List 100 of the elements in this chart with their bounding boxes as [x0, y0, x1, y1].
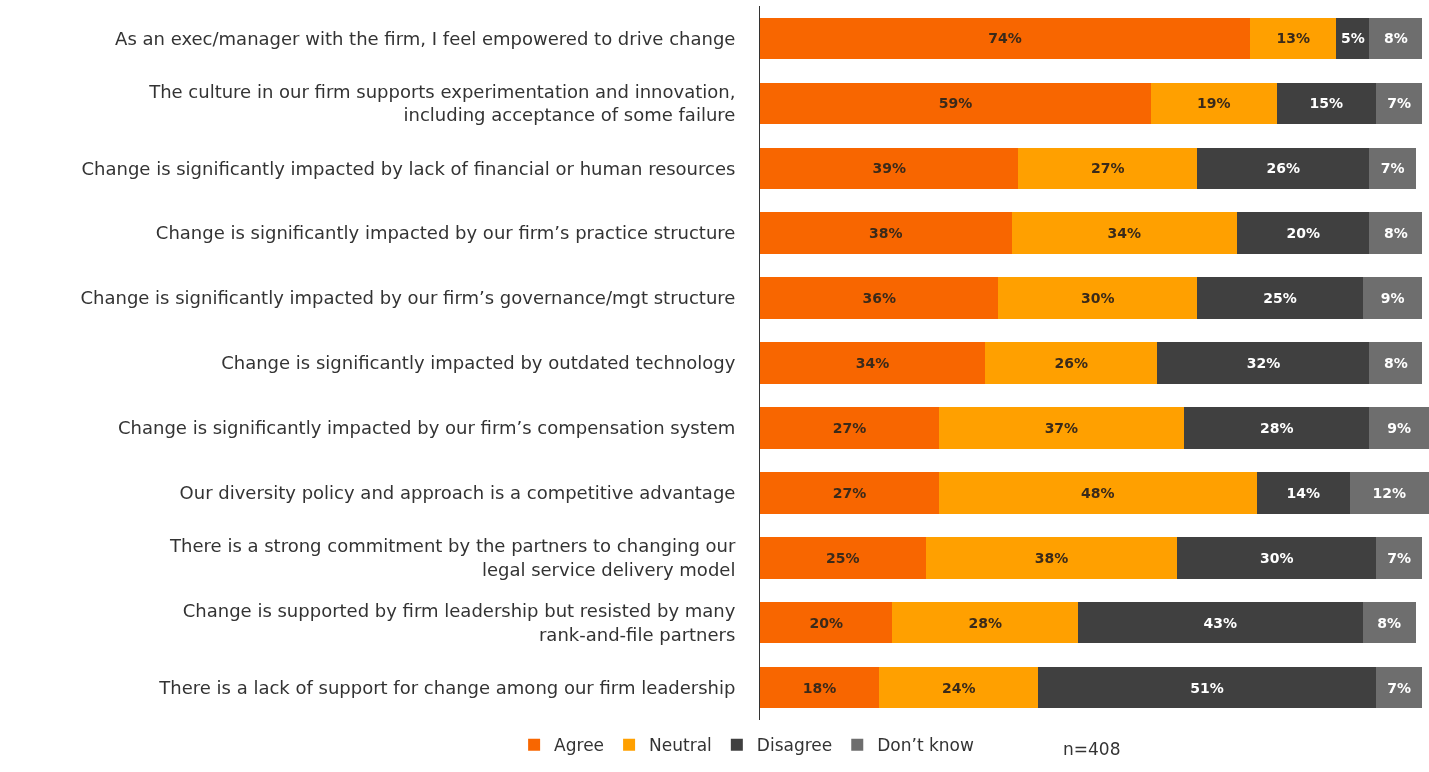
bar — [1369, 407, 1429, 449]
bar — [938, 472, 1257, 514]
bar — [760, 277, 999, 319]
data-label: 25% — [826, 549, 860, 566]
bar — [1376, 536, 1423, 579]
data-label: 18% — [802, 679, 837, 696]
data-label: 28% — [1259, 419, 1294, 436]
data-label: 5% — [1340, 30, 1365, 47]
data-label: 26% — [1266, 160, 1301, 177]
bar — [1369, 17, 1423, 60]
y-tick-label: There is a lack of support for change among our firm leadership — [158, 676, 736, 698]
bar — [760, 82, 1151, 125]
bar — [760, 17, 1251, 60]
data-label: 32% — [1246, 355, 1281, 371]
bar — [998, 277, 1198, 319]
legend-label: Neutral — [649, 735, 712, 756]
bar — [1376, 82, 1423, 125]
data-label: 8% — [1377, 614, 1402, 631]
data-label: 59% — [938, 95, 973, 112]
bar — [1369, 212, 1423, 254]
bar — [1197, 147, 1370, 190]
data-label: 14% — [1286, 484, 1320, 501]
bar — [1011, 212, 1237, 254]
bar — [1362, 601, 1416, 644]
y-tick-label: Change is significantly impacted by our firm’s compensation system — [118, 417, 736, 439]
y-tick-label: Change is significantly impacted by outdated technology — [221, 352, 736, 374]
data-label: 9% — [1387, 419, 1412, 436]
data-label: 38% — [1034, 549, 1069, 566]
bar — [760, 666, 880, 709]
data-label: 12% — [1372, 484, 1407, 501]
bar — [938, 407, 1184, 449]
data-label: 9% — [1380, 290, 1405, 307]
bar — [1177, 536, 1377, 579]
bar — [1256, 472, 1350, 514]
data-label: 20% — [809, 614, 843, 631]
data-label: 43% — [1203, 614, 1238, 631]
y-tick-label: As an exec/manager with the firm, I feel empowered to drive change — [115, 27, 736, 49]
bar — [1250, 17, 1337, 60]
bar — [1018, 147, 1198, 190]
annotation: n=408 — [1063, 739, 1121, 759]
data-label: 51% — [1190, 679, 1224, 696]
bar — [1077, 601, 1363, 644]
bar — [1369, 147, 1416, 190]
y-tick-label: There is a strong commitment by the partners to changing our legal service delivery model — [169, 535, 736, 580]
data-label: 24% — [941, 679, 976, 696]
data-label: 27% — [832, 484, 867, 501]
data-label: 25% — [1263, 290, 1297, 307]
data-label: 30% — [1259, 549, 1294, 566]
bar — [1150, 82, 1277, 125]
bar — [1038, 666, 1377, 709]
data-label: 30% — [1081, 290, 1115, 307]
y-tick-label: Change is significantly impacted by our firm’s governance/mgt structure — [80, 287, 736, 309]
data-label: 48% — [1081, 484, 1115, 501]
data-label: 15% — [1309, 95, 1344, 112]
data-label: 27% — [832, 419, 867, 436]
data-label: 8% — [1383, 30, 1408, 47]
legend-label: Disagree — [756, 735, 833, 756]
bar — [1349, 472, 1429, 514]
data-label: 34% — [1107, 225, 1142, 242]
bar — [1376, 666, 1423, 709]
data-label: 37% — [1044, 419, 1079, 436]
bar — [985, 342, 1158, 384]
bar — [1362, 277, 1423, 319]
legend-label: Don’t know — [877, 735, 975, 756]
data-label: 74% — [988, 30, 1022, 47]
bar — [1197, 277, 1363, 319]
data-label: 28% — [968, 614, 1002, 631]
y-tick-label: Change is supported by firm leadership but resisted by many rank-and-file partners — [182, 600, 736, 645]
data-label: 7% — [1387, 679, 1412, 696]
data-label: 36% — [862, 290, 896, 307]
data-label: 7% — [1387, 95, 1412, 112]
data-label: 7% — [1387, 549, 1412, 566]
y-tick-label: Change is significantly impacted by our firm’s practice structure — [155, 222, 736, 244]
bar — [1276, 82, 1377, 125]
bar — [760, 342, 986, 384]
data-label: 8% — [1383, 355, 1408, 371]
bar — [1157, 342, 1370, 384]
bar — [925, 536, 1178, 579]
bar — [1183, 407, 1370, 449]
data-label: 39% — [872, 160, 906, 177]
data-label: 27% — [1090, 160, 1125, 177]
bar — [892, 601, 1078, 644]
bar — [1236, 212, 1370, 254]
data-label: 26% — [1054, 355, 1089, 371]
legend-label: Agree — [554, 735, 605, 756]
data-label: 38% — [869, 225, 903, 242]
y-tick-label: Our diversity policy and approach is a competitive advantage — [179, 482, 736, 504]
bar — [760, 601, 893, 644]
data-label: 13% — [1276, 30, 1310, 47]
bar — [760, 472, 939, 514]
bar — [1369, 342, 1423, 384]
bar — [760, 407, 939, 449]
y-tick-label: The culture in our firm supports experimentation and innovation, including acceptance of some failure — [148, 80, 736, 126]
data-label: 19% — [1196, 95, 1231, 112]
bar — [879, 666, 1039, 709]
bar — [760, 536, 926, 579]
bar — [760, 212, 1012, 254]
bar — [760, 147, 1019, 190]
data-label: 34% — [855, 355, 890, 371]
data-label: 7% — [1380, 160, 1405, 177]
